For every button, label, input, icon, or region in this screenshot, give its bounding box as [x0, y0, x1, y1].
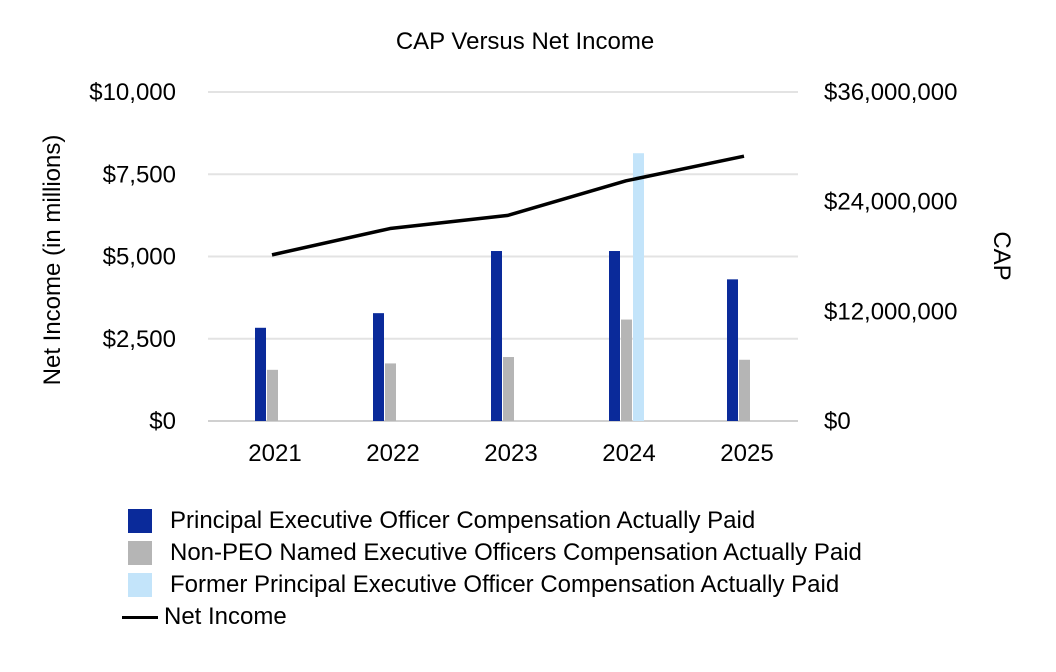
right-axis-tick-label: $36,000,000 — [824, 79, 957, 106]
right-axis-tick-label: $24,000,000 — [824, 189, 957, 216]
bar-peo-2023 — [491, 251, 502, 421]
bar-non-peo-2021 — [267, 369, 278, 421]
left-axis-ticks: $0 $2,500 $5,000 $7,500 $10,000 — [89, 79, 176, 435]
x-axis-tick-label: 2023 — [484, 440, 537, 467]
legend-label-net-income: Net Income — [164, 603, 287, 630]
left-axis-tick-label: $2,500 — [103, 326, 176, 353]
gridlines — [208, 91, 798, 422]
left-axis-tick-label: $0 — [149, 408, 176, 435]
net-income-line — [271, 154, 745, 257]
bar-non-peo-2022 — [385, 363, 396, 421]
bar-former-peo-2024 — [633, 153, 644, 421]
legend-swatch-former-peo — [128, 573, 152, 597]
x-axis-tick-label: 2024 — [602, 440, 655, 467]
left-axis-tick-label: $5,000 — [103, 244, 176, 271]
chart-title: CAP Versus Net Income — [396, 28, 654, 55]
bar-non-peo-2025 — [739, 359, 750, 421]
y-axis-label-left: Net Income (in millions) — [39, 135, 66, 386]
legend-item-peo[interactable]: Principal Executive Officer Compensation… — [122, 505, 862, 537]
right-axis-tick-label: $0 — [824, 408, 851, 435]
right-axis-ticks: $0 $12,000,000 $24,000,000 $36,000,000 — [824, 79, 957, 435]
legend-label-former-peo: Former Principal Executive Officer Compe… — [170, 571, 840, 598]
bar-peo-2025 — [727, 279, 738, 421]
y-axis-label-right: CAP — [988, 231, 1015, 280]
legend: Principal Executive Officer Compensation… — [122, 505, 862, 633]
x-axis-ticks: 2021 2022 2023 2024 2025 — [248, 440, 773, 467]
left-axis-tick-label: $7,500 — [103, 161, 176, 188]
bar-non-peo-2024 — [621, 319, 632, 421]
bar-peo-2022 — [373, 313, 384, 421]
bar-peo-2024 — [609, 251, 620, 421]
bar-marks — [255, 153, 750, 421]
legend-label-non-peo: Non-PEO Named Executive Officers Compens… — [170, 539, 862, 566]
legend-swatch-net-income — [122, 615, 158, 619]
legend-swatch-non-peo — [128, 541, 152, 565]
x-axis-tick-label: 2022 — [366, 440, 419, 467]
legend-swatch-peo — [128, 509, 152, 533]
bar-non-peo-2023 — [503, 357, 514, 421]
bar-peo-2021 — [255, 327, 266, 421]
legend-label-peo: Principal Executive Officer Compensation… — [170, 507, 756, 534]
legend-item-former-peo[interactable]: Former Principal Executive Officer Compe… — [122, 569, 862, 601]
x-axis-tick-label: 2021 — [248, 440, 301, 467]
line-marks — [271, 154, 745, 257]
legend-item-net-income[interactable]: Net Income — [122, 601, 862, 633]
legend-item-non-peo[interactable]: Non-PEO Named Executive Officers Compens… — [122, 537, 862, 569]
x-axis-tick-label: 2025 — [720, 440, 773, 467]
left-axis-tick-label: $10,000 — [89, 79, 176, 106]
right-axis-tick-label: $12,000,000 — [824, 298, 957, 325]
